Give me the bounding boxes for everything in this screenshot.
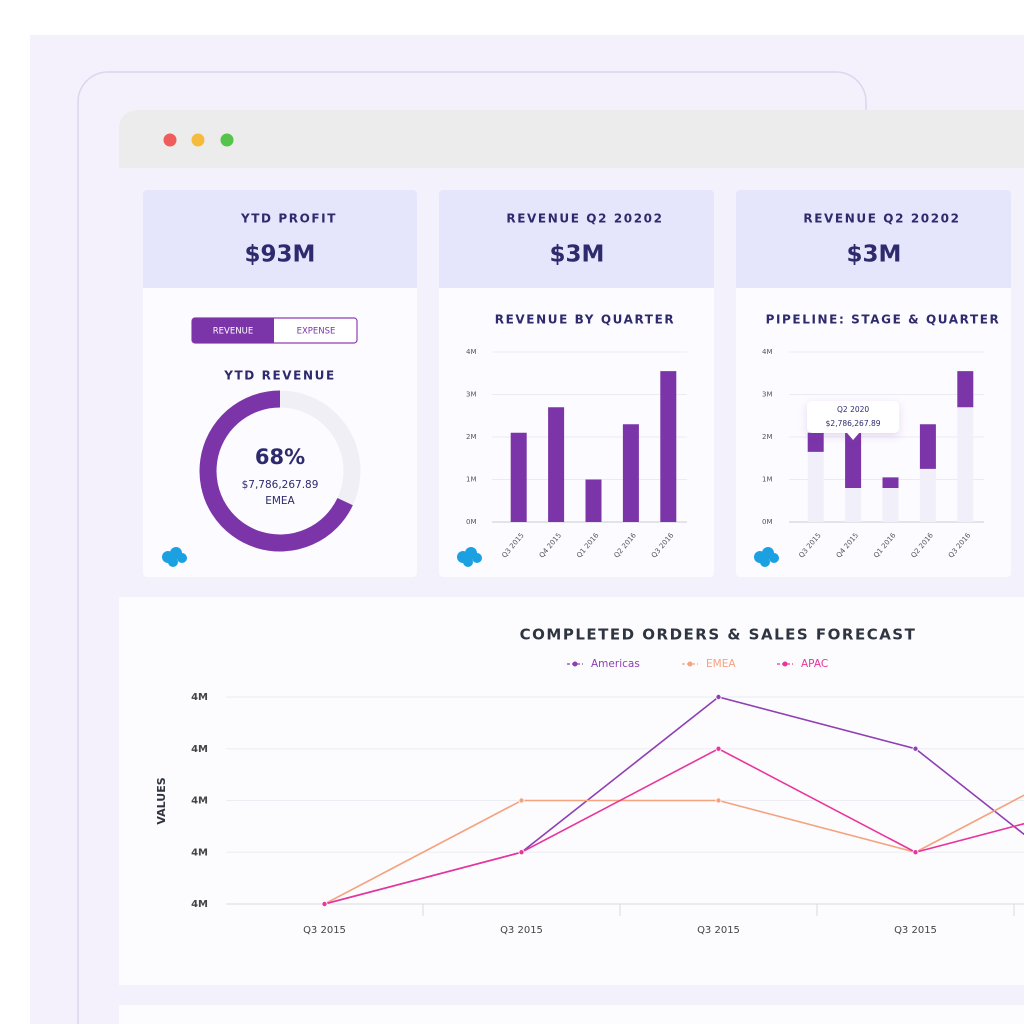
data-point xyxy=(912,745,919,752)
donut-value-label: 68% xyxy=(255,445,305,469)
y-tick-label: 0M xyxy=(762,518,773,526)
legend-label: EMEA xyxy=(706,658,736,670)
maximize-dot[interactable] xyxy=(220,133,234,147)
bar xyxy=(548,407,565,522)
kpi-label: REVENUE Q2 20202 xyxy=(506,212,663,226)
chart-title: COMPLETED ORDERS & SALES FORECAST xyxy=(520,626,917,644)
tooltip-title: Q2 2020 xyxy=(837,405,869,414)
y-tick-label: 3M xyxy=(762,391,773,399)
bar-segment xyxy=(845,488,862,522)
tooltip-pointer xyxy=(847,433,860,440)
data-point xyxy=(715,797,722,804)
donut-amount: $7,786,267.89 xyxy=(242,479,319,491)
kpi-card: REVENUE Q2 20202 $3M xyxy=(439,190,714,577)
legend-marker xyxy=(572,661,578,667)
chart-title: REVENUE BY QUARTER xyxy=(495,313,675,327)
legend-label: Americas xyxy=(591,658,640,670)
kpi-value: $3M xyxy=(550,242,605,268)
data-point xyxy=(518,849,525,856)
legend-marker xyxy=(782,661,788,667)
salesforce-logo xyxy=(754,547,779,567)
bar-segment xyxy=(957,407,974,522)
y-axis-label: VALUES xyxy=(155,777,168,824)
data-point xyxy=(518,797,525,804)
data-point xyxy=(715,694,722,701)
bar-segment xyxy=(807,432,824,452)
y-tick-label: 1M xyxy=(762,476,773,484)
legend-label: APAC xyxy=(801,658,828,670)
toggle-option[interactable]: EXPENSE xyxy=(297,327,336,337)
next-card xyxy=(119,1005,1024,1024)
y-tick-label: 4M xyxy=(466,348,477,356)
bar-segment xyxy=(882,488,899,522)
y-tick-label: 4M xyxy=(191,692,208,703)
kpi-card: REVENUE Q2 20202 $3M xyxy=(736,190,1011,577)
chart-title: PIPELINE: STAGE & QUARTER xyxy=(766,313,1001,327)
y-tick-label: 4M xyxy=(191,847,208,858)
x-tick-label: Q3 2015 xyxy=(894,925,937,936)
bar-segment xyxy=(919,424,936,469)
x-tick-label: Q3 2015 xyxy=(303,925,346,936)
salesforce-logo xyxy=(162,547,187,567)
kpi-label: YTD PROFIT xyxy=(240,212,337,226)
y-tick-label: 4M xyxy=(762,348,773,356)
legend-marker xyxy=(687,661,693,667)
kpi-label: REVENUE Q2 20202 xyxy=(803,212,960,226)
donut-region: EMEA xyxy=(265,495,295,507)
kpi-value: $93M xyxy=(245,242,316,268)
bar xyxy=(585,479,602,522)
tooltip-text: $2,786,267.89 xyxy=(826,419,881,428)
y-tick-label: 2M xyxy=(466,433,477,441)
bar-segment xyxy=(919,468,936,522)
toggle-active[interactable] xyxy=(192,318,274,343)
y-tick-label: 4M xyxy=(191,899,208,910)
close-dot[interactable] xyxy=(163,133,177,147)
data-point xyxy=(321,901,328,908)
bar-segment xyxy=(807,451,824,522)
y-tick-label: 1M xyxy=(466,476,477,484)
y-tick-label: 2M xyxy=(762,433,773,441)
data-point xyxy=(912,849,919,856)
data-point xyxy=(715,745,722,752)
y-tick-label: 3M xyxy=(466,391,477,399)
bar xyxy=(510,432,527,522)
kpi-card: YTD PROFIT $93M xyxy=(143,190,417,577)
bar xyxy=(660,371,677,522)
y-tick-label: 4M xyxy=(191,744,208,755)
y-tick-label: 0M xyxy=(466,518,477,526)
kpi-value: $3M xyxy=(847,242,902,268)
x-tick-label: Q3 2015 xyxy=(697,925,740,936)
bar-segment xyxy=(957,371,974,408)
bar xyxy=(622,424,639,522)
line-card xyxy=(119,597,1024,985)
x-tick-label: Q3 2015 xyxy=(500,925,543,936)
toggle-option[interactable]: REVENUE xyxy=(213,327,253,337)
tooltip-box xyxy=(807,401,900,433)
browser-bar xyxy=(119,110,1024,168)
bar-segment xyxy=(882,477,899,488)
chart-title: YTD REVENUE xyxy=(223,369,336,383)
toggle: REVENUE EXPENSE xyxy=(191,317,358,344)
donut-arc xyxy=(199,390,353,552)
salesforce-logo xyxy=(457,547,482,567)
minimize-dot[interactable] xyxy=(191,133,205,147)
tooltip xyxy=(807,401,900,440)
y-tick-label: 4M xyxy=(191,796,208,807)
